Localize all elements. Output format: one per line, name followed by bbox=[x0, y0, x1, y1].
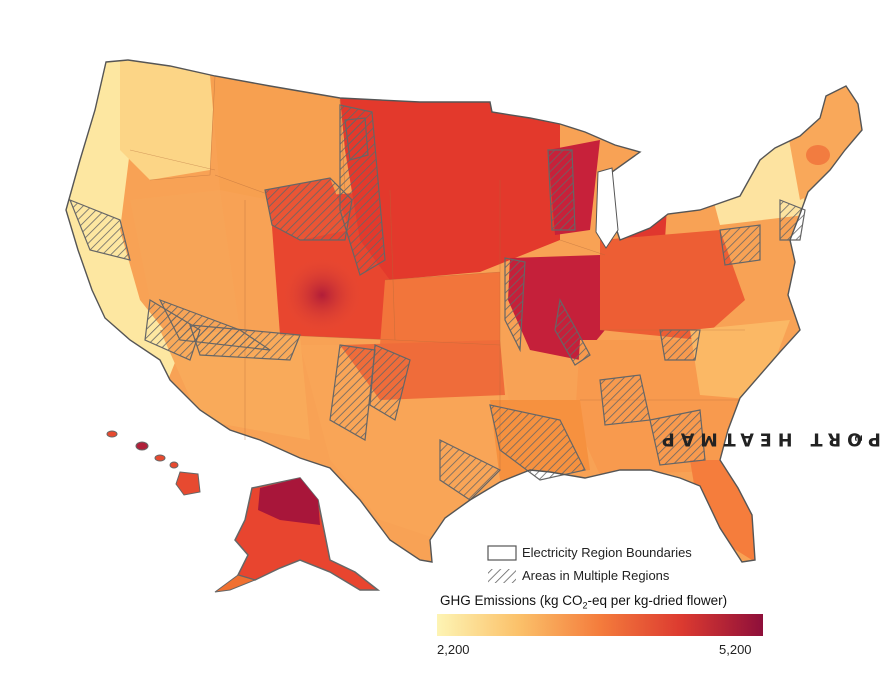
florida-region bbox=[690, 460, 760, 562]
north-plains-region bbox=[340, 98, 560, 280]
midwest-region bbox=[508, 255, 605, 360]
conus-border bbox=[65, 59, 863, 563]
state-boundaries bbox=[129, 75, 745, 470]
multi-region-hatch-areas bbox=[68, 104, 806, 501]
colorbar-gradient bbox=[437, 614, 763, 636]
lake-michigan bbox=[595, 167, 619, 249]
central-plains-region bbox=[380, 272, 500, 345]
hawaii bbox=[106, 430, 201, 496]
michigan-region bbox=[612, 175, 668, 240]
multi-region-legend-swatch bbox=[488, 569, 516, 583]
colorbar-min-label: 2,200 bbox=[437, 642, 470, 657]
ohio-region bbox=[600, 230, 745, 340]
colorbar-max-label: 5,200 bbox=[719, 642, 752, 657]
mountain-region bbox=[210, 75, 345, 200]
northwest-region bbox=[120, 60, 215, 180]
multi-region-legend-label: Areas in Multiple Regions bbox=[522, 568, 670, 583]
legend-title: GHG Emissions (kg CO2-eq per kg-dried fl… bbox=[440, 593, 728, 611]
carolinas-region bbox=[690, 320, 790, 400]
alaska bbox=[214, 477, 381, 593]
boundaries-legend-label: Electricity Region Boundaries bbox=[522, 545, 692, 560]
boundaries-legend-swatch bbox=[487, 545, 517, 561]
conus-heatmap bbox=[65, 59, 863, 563]
nevada-region bbox=[130, 190, 240, 340]
